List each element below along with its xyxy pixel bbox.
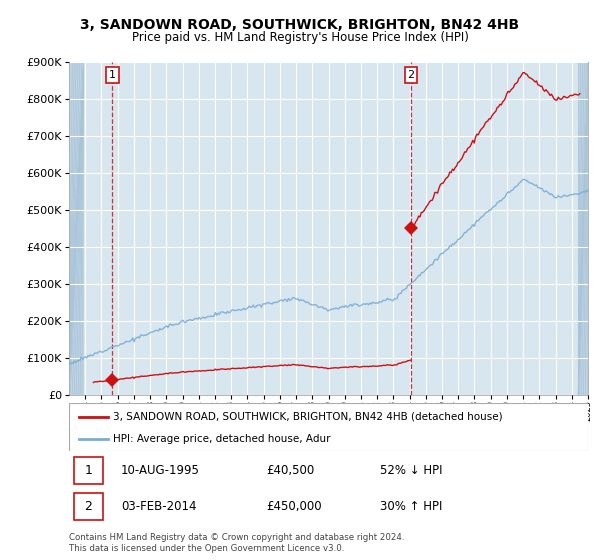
Bar	[74, 493, 103, 520]
Text: 03-FEB-2014: 03-FEB-2014	[121, 500, 196, 513]
Text: 2: 2	[407, 70, 415, 80]
Bar	[69, 62, 83, 395]
Text: 52% ↓ HPI: 52% ↓ HPI	[380, 464, 443, 477]
Text: Contains HM Land Registry data © Crown copyright and database right 2024.
This d: Contains HM Land Registry data © Crown c…	[69, 533, 404, 553]
Text: HPI: Average price, detached house, Adur: HPI: Average price, detached house, Adur	[113, 434, 331, 444]
Bar	[74, 457, 103, 484]
Text: £450,000: £450,000	[266, 500, 322, 513]
Text: 10-AUG-1995: 10-AUG-1995	[121, 464, 200, 477]
Text: 30% ↑ HPI: 30% ↑ HPI	[380, 500, 443, 513]
Text: 3, SANDOWN ROAD, SOUTHWICK, BRIGHTON, BN42 4HB (detached house): 3, SANDOWN ROAD, SOUTHWICK, BRIGHTON, BN…	[113, 412, 503, 422]
Bar	[578, 62, 588, 395]
Text: 3, SANDOWN ROAD, SOUTHWICK, BRIGHTON, BN42 4HB: 3, SANDOWN ROAD, SOUTHWICK, BRIGHTON, BN…	[80, 18, 520, 32]
Text: Price paid vs. HM Land Registry's House Price Index (HPI): Price paid vs. HM Land Registry's House …	[131, 31, 469, 44]
Text: 1: 1	[85, 464, 92, 477]
Text: £40,500: £40,500	[266, 464, 314, 477]
Text: 1: 1	[109, 70, 116, 80]
Text: 2: 2	[85, 500, 92, 513]
